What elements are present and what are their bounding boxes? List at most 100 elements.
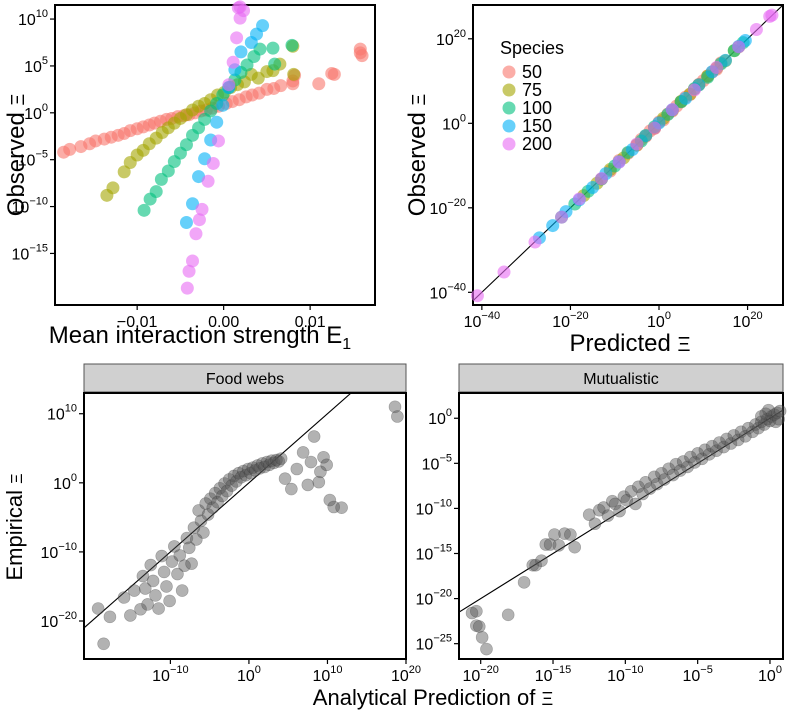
- panel-2-ytick-label: 100: [442, 112, 466, 133]
- panel-3-point: [157, 565, 171, 579]
- panel-4-point: [684, 450, 697, 464]
- panel-4-point: [724, 437, 738, 450]
- panel-4-point: [762, 403, 775, 417]
- panel-2-point-species-200: [555, 210, 569, 224]
- panel-3-point: [239, 468, 253, 482]
- panel-2-xtick-label: 1020: [733, 310, 763, 331]
- panel-2-point-species-200: [710, 61, 724, 75]
- panel-1-ytick-label: 10−10: [12, 196, 48, 217]
- panel-4-point: [539, 538, 553, 551]
- panel-3-point: [230, 475, 243, 488]
- panel-1-ytick-label: 10−15: [12, 242, 48, 263]
- panel-3-point: [251, 459, 264, 472]
- panel-4-point: [639, 475, 652, 489]
- shared-xlabel: Analytical Prediction of Ξ: [313, 685, 553, 710]
- panel-3-xtick-label: 1010: [312, 664, 342, 685]
- panel-4-ytick-label: 10−15: [416, 543, 452, 564]
- panel-3-point: [255, 457, 269, 470]
- panel-3-ylabel: Empirical Ξ: [2, 474, 27, 581]
- panel-4-strip: [458, 363, 784, 393]
- panel-4-xtick-label: 10−20: [462, 664, 498, 685]
- panel-4-point: [601, 509, 615, 522]
- panel-1-point-species-50: [355, 49, 369, 63]
- panel-4-point: [755, 410, 768, 423]
- panel-2-ylabel: Observed Ξ: [404, 94, 431, 216]
- panel-3-point: [180, 531, 194, 545]
- panel-1-point-species-150: [210, 115, 224, 129]
- panel-4-point: [552, 539, 566, 552]
- panel-3-point: [265, 454, 279, 468]
- panel-4-point: [470, 619, 483, 632]
- panel-3-point: [253, 462, 267, 475]
- panel-3-point: [182, 541, 196, 555]
- panel-3-point: [211, 495, 224, 509]
- panel-4-point: [691, 447, 704, 460]
- panel-4-point: [698, 443, 712, 457]
- panel-3-point: [117, 591, 131, 604]
- panel-3-point: [144, 558, 158, 572]
- panel-1-point-species-150: [179, 216, 193, 229]
- panel-3-ytick-label: 10−20: [41, 610, 77, 631]
- panel-4-point: [501, 608, 515, 622]
- panel-4-point: [517, 576, 531, 589]
- panel-4-point: [760, 412, 774, 426]
- panel-1-point-species-50: [327, 67, 341, 81]
- panel-4-point: [629, 497, 642, 511]
- panel-3-xtick-label: 10−10: [152, 664, 188, 685]
- panel-3-ytick-label: 10−10: [41, 541, 77, 562]
- legend-key-50: [502, 65, 516, 79]
- panel-2-point-species-200: [470, 289, 484, 303]
- panel-3-point: [187, 521, 201, 535]
- panel-4-point: [770, 406, 784, 420]
- panel-3-point: [320, 458, 333, 472]
- panel-1-xtick-label: −0.01: [117, 314, 158, 331]
- panel-3-point: [173, 549, 187, 562]
- panel-4-point: [548, 528, 561, 541]
- panel-3-point: [194, 514, 208, 528]
- legend-key-100: [502, 101, 516, 115]
- panel-4-point: [582, 508, 596, 522]
- panel-2-point-species-200: [665, 103, 679, 117]
- panel-3-point: [234, 470, 248, 484]
- panel-4-point: [749, 418, 762, 431]
- panel-4-point: [568, 540, 582, 554]
- panel-4-point: [666, 468, 680, 482]
- panel-1-point-species-150: [234, 45, 248, 59]
- panel-4-ytick-label: 10−25: [416, 633, 452, 654]
- panel-1-ylabel: Observed Ξ: [3, 94, 30, 216]
- panel-3-point: [285, 482, 298, 496]
- panel-3-point: [278, 472, 292, 485]
- legend-label-50: 50: [522, 62, 542, 82]
- panel-3-point: [204, 492, 217, 506]
- panel-3-point: [388, 400, 402, 414]
- panel-4-point: [765, 410, 778, 423]
- panel-3-point: [220, 484, 234, 498]
- panel-3-point: [237, 464, 250, 478]
- panel-3-xtick-label: 1020: [391, 664, 421, 685]
- panel-1-point-species-200: [233, 0, 247, 14]
- panel-4-point: [763, 414, 777, 428]
- panel-1-point-species-200: [192, 213, 206, 227]
- panel-2-point-species-200: [612, 155, 626, 169]
- panel-3-xtick-label: 100: [237, 664, 261, 685]
- panel-3-point: [185, 557, 198, 570]
- panel-3-point: [314, 465, 327, 479]
- panel-1-point-species-200: [186, 254, 200, 268]
- panel-1-point-species-100: [285, 38, 299, 52]
- panel-4-point: [752, 421, 765, 435]
- panel-4-point: [593, 503, 606, 517]
- panel-2-point-species-200: [572, 192, 586, 206]
- panel-4-point: [695, 452, 709, 466]
- panel-3-frame: [83, 392, 407, 660]
- panel-2-ytick-label: 10−40: [430, 281, 466, 302]
- panel-4-point: [713, 436, 726, 449]
- panel-4-point: [755, 415, 768, 429]
- panel-2-xtick-label: 100: [647, 310, 671, 331]
- panel-3-point: [175, 584, 189, 597]
- panel-1-point-species-50: [63, 142, 77, 156]
- panel-2-point-species-200: [648, 121, 662, 135]
- panel-4-point: [632, 480, 645, 494]
- panel-3-point: [136, 569, 150, 583]
